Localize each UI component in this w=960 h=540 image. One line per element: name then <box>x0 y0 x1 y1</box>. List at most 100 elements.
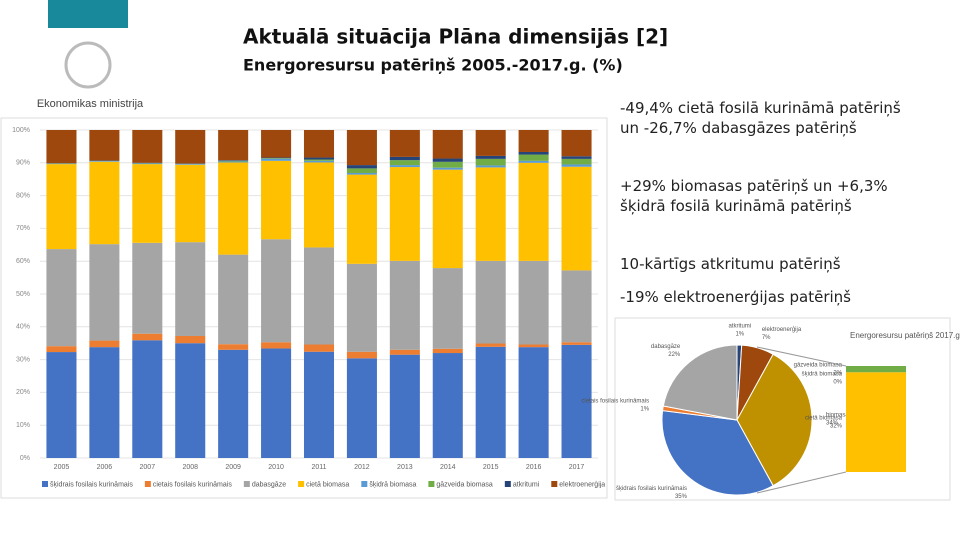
pie-slice <box>736 353 813 487</box>
y-tick-label: 10% <box>16 422 30 429</box>
pie-value-label: 7% <box>762 335 771 341</box>
bar-segment <box>46 346 77 353</box>
bar-segment <box>346 174 377 264</box>
legend-swatch <box>361 481 368 487</box>
bar-segment <box>475 260 506 344</box>
bar-segment <box>132 340 163 458</box>
legend-swatch <box>42 481 48 487</box>
bar-segment <box>132 164 163 243</box>
x-tick-label: 2011 <box>311 464 326 471</box>
logo-bar <box>48 0 128 28</box>
bar-segment <box>389 167 420 261</box>
legend-label: šķidrais fosilais kurināmais <box>50 481 133 488</box>
bar-segment <box>261 158 292 159</box>
bar-segment <box>218 130 249 161</box>
breakout-value-label: 32% <box>830 424 843 430</box>
pie-label: cietais fosilais kurināmais <box>581 399 649 405</box>
bar-segment <box>218 162 249 255</box>
bar-segment <box>389 165 420 168</box>
bar-segment <box>346 358 377 458</box>
breakout-segment <box>846 366 906 373</box>
bar-segment <box>132 242 163 334</box>
breakout-segment <box>846 372 906 472</box>
bar-segment <box>89 130 120 161</box>
pie-title: Energoresursu patēriņš 2017.g. <box>850 331 960 340</box>
bar-segment <box>303 160 335 163</box>
bar-segment <box>303 159 335 161</box>
legend-swatch <box>144 481 151 487</box>
x-tick-label: 2013 <box>397 464 413 471</box>
x-tick-label: 2012 <box>354 464 370 471</box>
y-tick-label: 80% <box>16 192 30 199</box>
bar-segment <box>175 343 206 458</box>
x-tick-label: 2014 <box>440 464 456 471</box>
bar-segment <box>475 343 506 347</box>
bar-segment <box>432 268 463 349</box>
pie-value-label: 34% <box>826 421 839 427</box>
bar-segment <box>303 162 335 248</box>
bar-segment <box>303 351 335 458</box>
bar-segment <box>132 163 163 165</box>
bar-segment <box>475 167 506 261</box>
breakout-value-label: 2% <box>833 371 842 377</box>
bar-segment <box>432 167 463 170</box>
bar-segment <box>475 155 506 159</box>
legend-label: cietā biomasa <box>306 481 349 488</box>
bar-segment <box>175 335 206 344</box>
bar-segment <box>175 164 206 243</box>
breakout-label: gāzveida biomasa <box>794 363 843 369</box>
bar-segment <box>432 158 463 162</box>
bar-segment <box>46 249 77 347</box>
y-tick-label: 30% <box>16 356 30 363</box>
legend-label: gāzveida biomasa <box>436 481 493 488</box>
bar-segment <box>261 342 292 349</box>
bar-segment <box>261 239 292 343</box>
legend-swatch <box>428 481 435 487</box>
bar-segment <box>561 130 592 157</box>
bar-segment <box>389 130 420 157</box>
bar-segment <box>175 130 206 164</box>
bar-segment <box>218 160 249 162</box>
bar-segment <box>389 160 420 166</box>
bar-segment <box>261 348 292 458</box>
bar-segment <box>132 130 163 163</box>
pie-label: atkritumi <box>728 324 751 330</box>
bar-segment <box>218 349 249 458</box>
bar-segment <box>346 351 377 359</box>
slide-subtitle: Energoresursu patēriņš 2005.-2017.g. (%) <box>243 56 623 75</box>
bar-segment <box>389 349 420 355</box>
bar-segment <box>518 151 549 155</box>
legend-swatch <box>243 481 250 487</box>
logo-emblem <box>64 41 112 89</box>
bar-segment <box>218 160 249 161</box>
breakout-label: šķidrā biomasa <box>802 372 843 378</box>
bar-segment <box>561 158 592 165</box>
bar-segment <box>261 160 292 240</box>
pie-slice <box>662 344 738 421</box>
bar-segment <box>389 156 420 161</box>
bar-segment <box>475 346 506 458</box>
x-tick-label: 2016 <box>526 464 542 471</box>
legend-swatch <box>504 481 511 487</box>
y-tick-label: 50% <box>16 291 30 298</box>
legend-label: elektroenerģija <box>559 480 605 488</box>
pie-label: elektroenerģija <box>762 326 802 333</box>
bar-segment <box>432 353 463 458</box>
pie-label: dabasgāze <box>651 344 681 350</box>
pie-slice <box>661 410 774 496</box>
bar-segment <box>432 348 463 354</box>
bar-segment <box>303 247 335 345</box>
bar-segment <box>346 263 377 352</box>
y-tick-label: 20% <box>16 389 30 396</box>
connector <box>756 471 847 494</box>
y-tick-label: 90% <box>16 160 30 167</box>
bar-segment <box>46 164 77 250</box>
y-tick-label: 0% <box>20 455 30 462</box>
bar-segment <box>432 161 463 168</box>
bar-segment <box>346 165 377 169</box>
bar-segment <box>303 157 335 160</box>
legend-swatch <box>551 481 558 487</box>
bar-segment <box>518 154 549 161</box>
bar-segment <box>261 158 292 161</box>
